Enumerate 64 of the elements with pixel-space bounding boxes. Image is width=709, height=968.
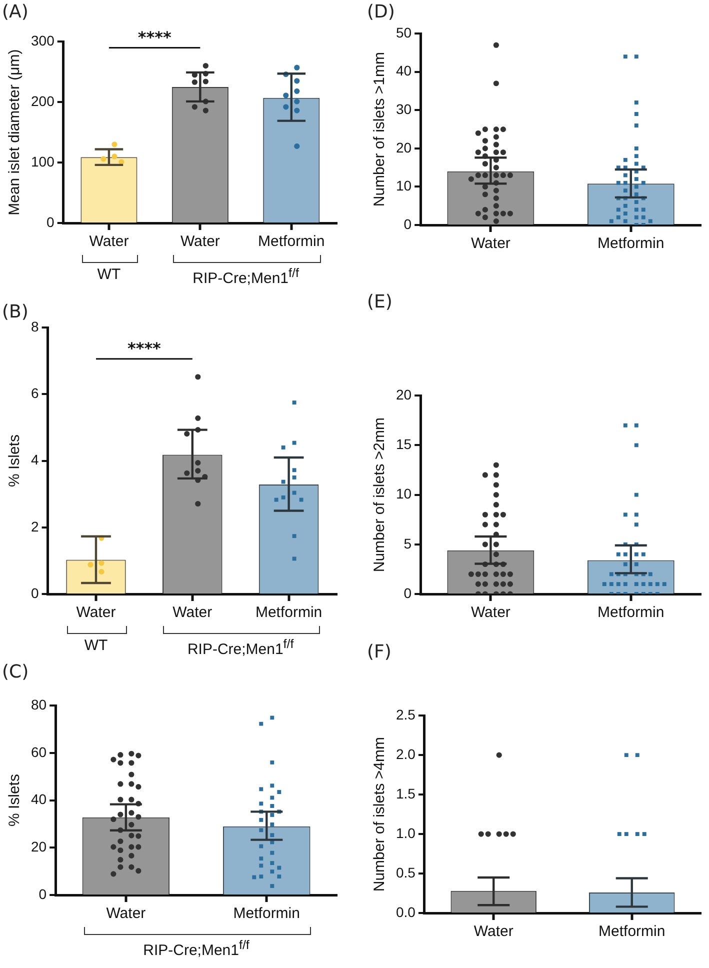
x-tick-label: Water	[474, 923, 514, 940]
chart-title: (A)	[2, 1, 28, 22]
y-tick-label: 15	[396, 436, 412, 452]
y-tick-label: 40	[30, 791, 47, 808]
y-tick-label: 0	[404, 584, 412, 601]
y-tick-label: 20	[30, 838, 47, 855]
y-tick-label: 1.0	[396, 824, 416, 841]
chart-title: (B)	[2, 301, 28, 322]
y-tick-label: 5	[404, 535, 412, 552]
y-tick-label: 40	[396, 62, 412, 79]
x-axis-title: RIP-Cre;Men1$^{f/f}$	[186, 637, 295, 658]
chart-title: (F)	[367, 641, 392, 662]
y-tick-label: 20	[396, 386, 412, 402]
y-tick-label: 0	[30, 584, 39, 601]
y-tick-label: 60	[30, 744, 47, 760]
y-axis-title: Mean islet diameter (μm)	[6, 49, 24, 216]
y-tick-label: 0	[38, 886, 47, 902]
annotation: ****	[127, 339, 162, 358]
y-tick-label: 0	[46, 214, 55, 230]
y-axis-title: Number of islets >1mm	[371, 52, 388, 207]
y-tick-label: 4	[30, 452, 39, 468]
y-tick-label: 2.5	[396, 706, 416, 722]
y-tick-label: 100	[31, 153, 55, 170]
y-axis-title: Number of islets >2mm	[371, 417, 388, 572]
y-tick-label: 20	[396, 139, 412, 156]
y-tick-label: 2.0	[396, 746, 416, 762]
y-tick-label: 1.5	[396, 785, 416, 802]
x-tick-label: Water	[172, 604, 212, 622]
y-tick-label: 10	[396, 486, 412, 502]
x-tick-label: Metformin	[598, 923, 666, 940]
x-axis-title: RIP-Cre;Men1$^{f/f}$	[192, 266, 300, 287]
y-tick-label: 50	[396, 24, 412, 40]
y-tick-label: 0.0	[396, 904, 416, 920]
x-axis-title: RIP-Cre;Men1$^{f/f}$	[142, 938, 250, 959]
chart-title: (D)	[367, 1, 395, 22]
x-tick-label: Metformin	[598, 235, 664, 252]
y-tick-label: 0.5	[396, 864, 416, 880]
text: WT	[96, 266, 122, 283]
y-axis-title: Number of islets >4mm	[371, 736, 388, 892]
y-tick-label: 6	[30, 385, 39, 402]
y-tick-label: 80	[30, 696, 47, 712]
x-tick-label: Metformin	[255, 604, 322, 622]
annotation: ****	[138, 28, 172, 47]
x-tick-label: Water	[89, 233, 129, 250]
y-tick-label: 200	[31, 92, 55, 109]
x-tick-label: Metformin	[598, 604, 664, 622]
y-tick-label: 8	[30, 318, 39, 334]
x-tick-label: Metformin	[233, 905, 300, 922]
y-tick-label: 10	[396, 178, 412, 194]
x-tick-label: Water	[76, 604, 116, 622]
y-tick-label: 2	[30, 518, 39, 534]
x-tick-label: Water	[106, 905, 146, 922]
x-tick-label: Water	[470, 235, 510, 252]
x-tick-label: Water	[180, 233, 220, 250]
y-tick-label: 300	[31, 32, 55, 48]
y-tick-label: 0	[404, 216, 412, 232]
chart-title: (C)	[2, 661, 29, 682]
x-tick-label: Metformin	[258, 233, 325, 250]
chart-title: (E)	[367, 291, 392, 312]
text: WT	[83, 637, 109, 654]
y-axis-title: % Islets	[6, 434, 24, 488]
y-tick-label: 30	[396, 101, 412, 118]
x-tick-label: Water	[470, 604, 510, 622]
y-axis-title: % Islets	[6, 774, 24, 827]
